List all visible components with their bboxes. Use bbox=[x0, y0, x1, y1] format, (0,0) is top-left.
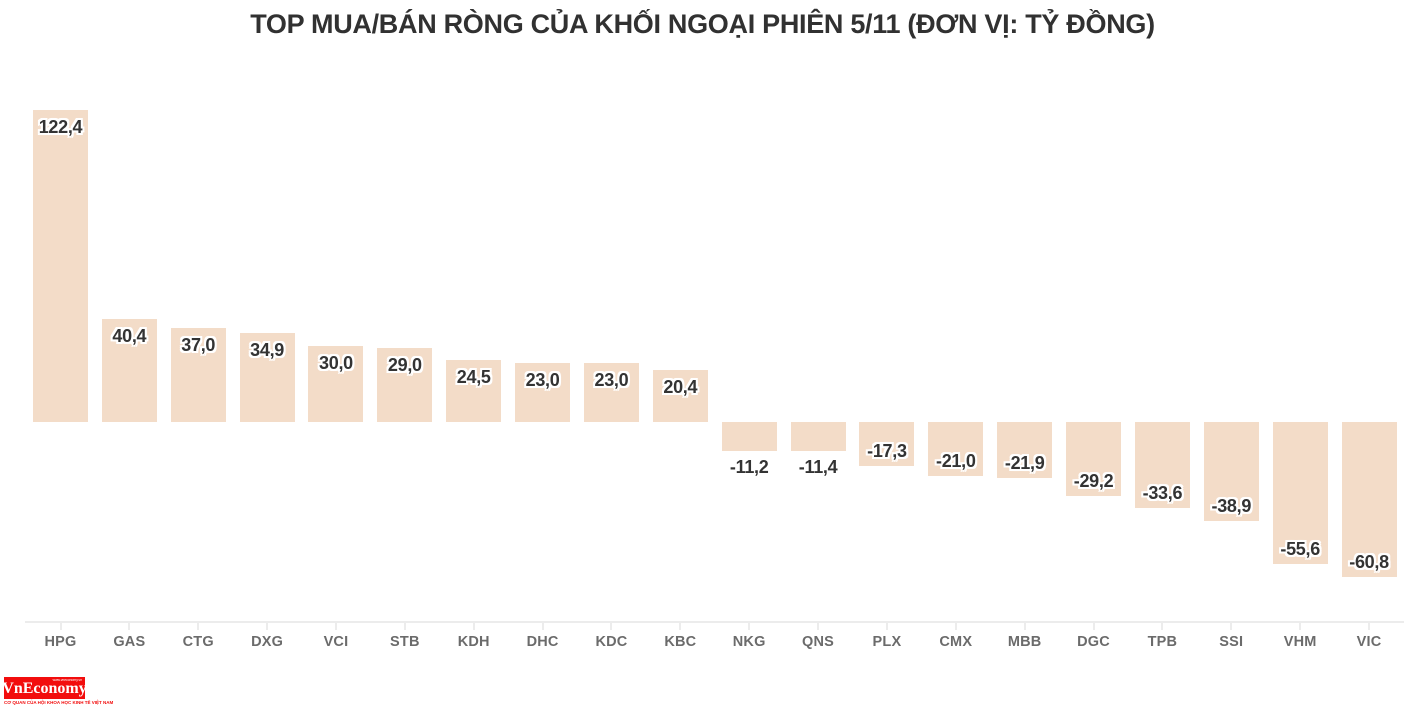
value-label-VCI: 30,0 bbox=[319, 353, 353, 373]
x-axis-tick bbox=[1368, 623, 1371, 630]
x-axis-tick bbox=[128, 623, 131, 630]
bar-DHC bbox=[515, 363, 571, 422]
x-axis-tick bbox=[59, 623, 62, 630]
x-axis-tick bbox=[1299, 623, 1302, 630]
bar-SSI bbox=[1203, 422, 1259, 521]
x-axis-label-CTG: CTG bbox=[182, 634, 214, 650]
value-label-NKG: -11,2 bbox=[729, 457, 769, 477]
logo-tagline: CƠ QUAN CỦA HỘI KHOA HỌC KINH TẾ VIỆT NA… bbox=[4, 700, 114, 705]
value-label-CTG: 37,0 bbox=[181, 335, 216, 355]
bar-KBC bbox=[652, 370, 708, 422]
value-label-CMX: -21,0 bbox=[936, 451, 976, 471]
value-label-GAS: 40,4 bbox=[112, 326, 147, 346]
x-axis-tick bbox=[679, 623, 682, 630]
bar-VCI bbox=[308, 346, 364, 422]
value-label-DHC: 23,0 bbox=[525, 370, 560, 390]
x-axis-label-NKG: NKG bbox=[732, 634, 766, 650]
x-axis-tick bbox=[1023, 623, 1026, 630]
value-label-DXG: 34,9 bbox=[250, 340, 285, 360]
x-axis-label-VIC: VIC bbox=[1356, 634, 1382, 650]
value-label-VHM: -55,6 bbox=[1280, 539, 1320, 559]
x-axis-tick bbox=[1161, 623, 1164, 630]
value-label-KBC: 20,4 bbox=[663, 377, 698, 397]
x-axis-tick bbox=[266, 623, 269, 630]
value-label-VIC: -60,8 bbox=[1349, 552, 1389, 572]
x-axis-label-HPG: HPG bbox=[44, 634, 77, 650]
bar-CMX bbox=[928, 422, 984, 476]
x-axis-line bbox=[25, 621, 1404, 623]
x-axis-label-SSI: SSI bbox=[1219, 634, 1244, 650]
x-axis-label-TPB: TPB bbox=[1147, 634, 1178, 650]
bar-GAS bbox=[101, 319, 157, 422]
bar-DGC bbox=[1066, 422, 1122, 496]
bar-DXG bbox=[239, 333, 295, 422]
value-label-DGC: -29,2 bbox=[1073, 471, 1114, 491]
value-label-SSI: -38,9 bbox=[1211, 496, 1252, 516]
vneconomy-logo-box: www.vneconomy.vn VnEconomy bbox=[2, 677, 87, 699]
vneconomy-logo: www.vneconomy.vn VnEconomy CƠ QUAN CỦA H… bbox=[2, 677, 124, 710]
x-axis-tick bbox=[610, 623, 613, 630]
bar-VHM bbox=[1272, 422, 1328, 564]
x-axis-tick bbox=[885, 623, 888, 630]
bar-HPG bbox=[33, 110, 88, 422]
bar-QNS bbox=[790, 422, 846, 451]
bar-NKG bbox=[721, 422, 777, 451]
x-axis-label-QNS: QNS bbox=[802, 634, 835, 650]
x-axis-label-KBC: KBC bbox=[664, 634, 697, 650]
x-axis-label-MBB: MBB bbox=[1007, 634, 1042, 650]
bar-TPB bbox=[1134, 422, 1190, 508]
x-axis-label-VCI: VCI bbox=[323, 634, 349, 650]
x-axis-tick bbox=[334, 623, 337, 630]
value-label-QNS: -11,4 bbox=[798, 457, 838, 477]
x-axis-tick bbox=[541, 623, 544, 630]
value-label-PLX: -17,3 bbox=[867, 441, 907, 461]
x-axis-tick bbox=[817, 623, 820, 630]
x-axis-tick bbox=[472, 623, 475, 630]
x-axis-label-VHM: VHM bbox=[1283, 634, 1317, 650]
x-axis-label-KDH: KDH bbox=[457, 634, 490, 650]
value-label-KDH: 24,5 bbox=[456, 367, 491, 387]
x-axis-label-CMX: CMX bbox=[939, 634, 973, 650]
value-label-STB: 29,0 bbox=[387, 355, 422, 375]
logo-site-text: www.vneconomy.vn bbox=[52, 678, 82, 682]
logo-wordmark: VnEconomy bbox=[2, 680, 87, 697]
x-axis-label-DGC: DGC bbox=[1077, 634, 1110, 650]
bar-PLX bbox=[859, 422, 915, 466]
x-axis-label-PLX: PLX bbox=[872, 634, 902, 650]
bar-MBB bbox=[997, 422, 1053, 478]
x-axis-label-GAS: GAS bbox=[113, 634, 146, 650]
x-axis-tick bbox=[197, 623, 200, 630]
x-axis-label-DHC: DHC bbox=[526, 634, 559, 650]
value-label-MBB: -21,9 bbox=[1004, 453, 1045, 473]
bar-KDC bbox=[583, 363, 639, 422]
x-axis-label-KDC: KDC bbox=[595, 634, 628, 650]
value-label-TPB: -33,6 bbox=[1142, 483, 1183, 503]
x-axis-tick bbox=[748, 623, 751, 630]
chart-title: TOP MUA/BÁN RÒNG CỦA KHỐI NGOẠI PHIÊN 5/… bbox=[250, 9, 1155, 39]
x-axis-label-STB: STB bbox=[390, 634, 420, 650]
x-axis-tick bbox=[1230, 623, 1233, 630]
bar-STB bbox=[377, 348, 433, 422]
x-axis-label-DXG: DXG bbox=[251, 634, 284, 650]
x-axis-tick bbox=[1092, 623, 1095, 630]
bar-CTG bbox=[170, 328, 226, 422]
value-label-KDC: 23,0 bbox=[594, 370, 629, 390]
value-label-HPG: 122,4 bbox=[38, 117, 83, 137]
bar-VIC bbox=[1341, 422, 1397, 577]
x-axis-tick bbox=[954, 623, 957, 630]
x-axis-tick bbox=[403, 623, 406, 630]
bar-KDH bbox=[446, 360, 502, 422]
